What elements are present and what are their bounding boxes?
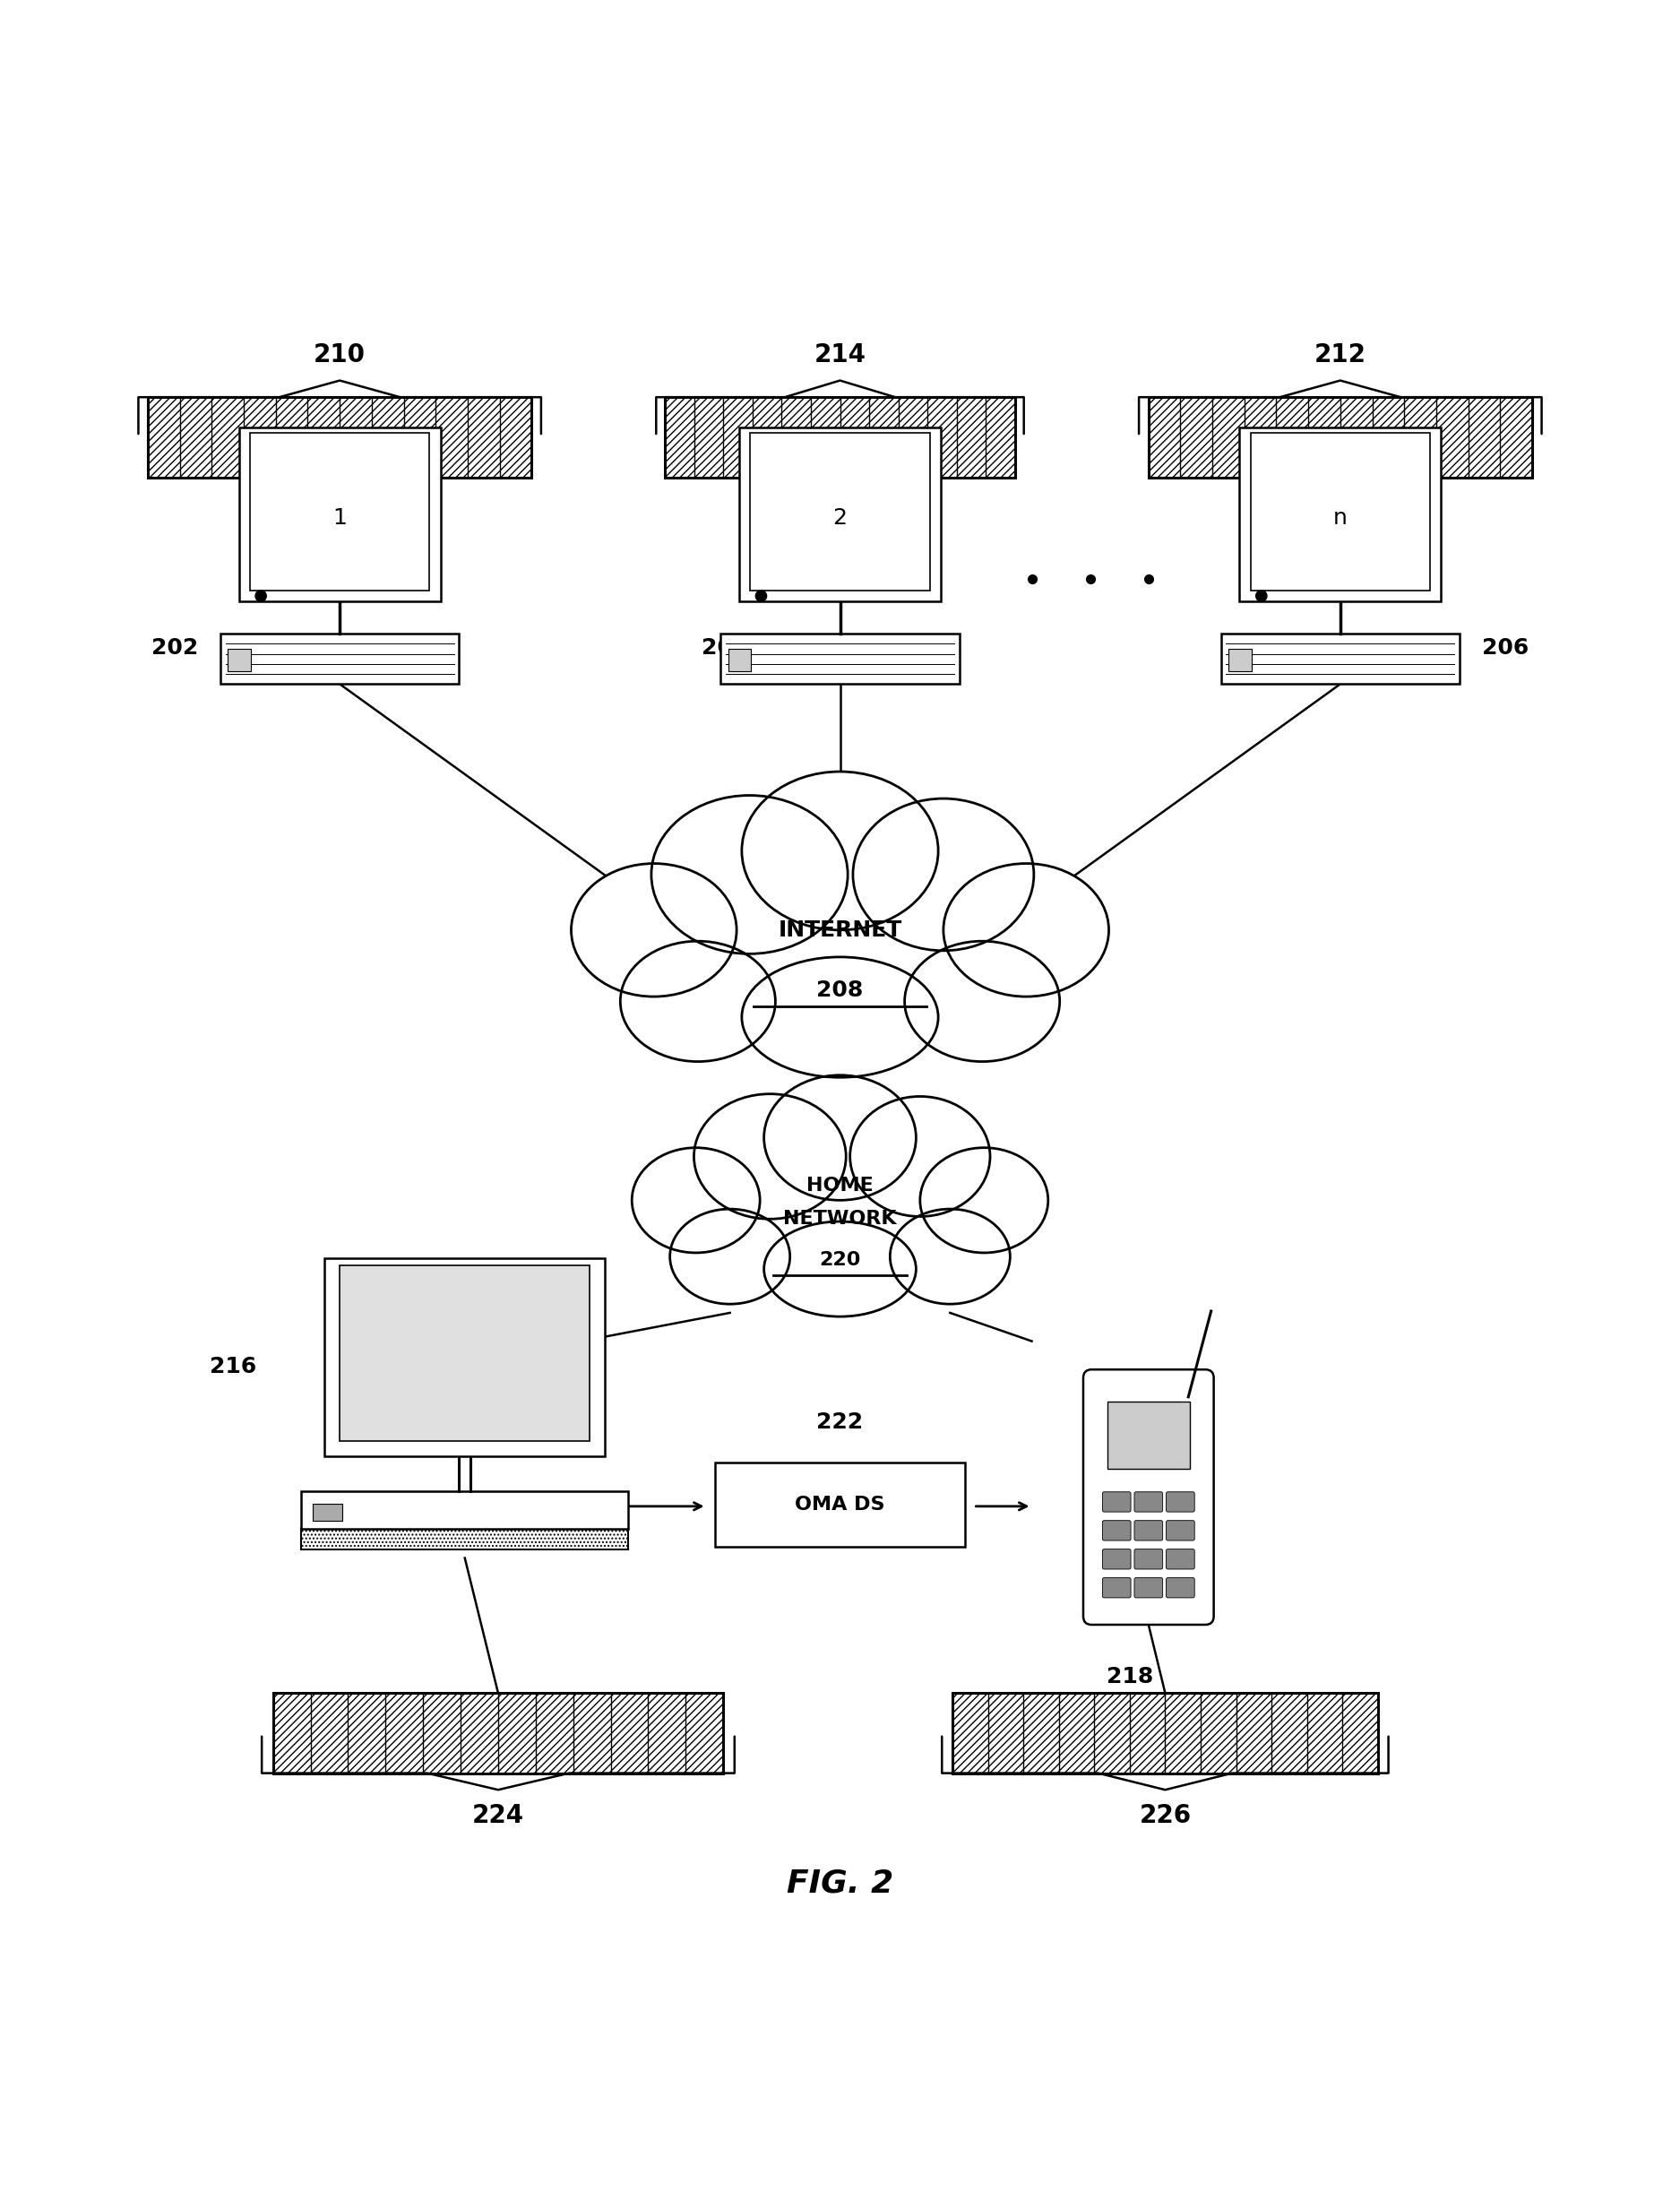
FancyBboxPatch shape [727, 649, 751, 671]
Ellipse shape [764, 1221, 916, 1317]
FancyBboxPatch shape [1149, 397, 1532, 478]
Text: 204: 204 [702, 638, 748, 660]
Ellipse shape [850, 1096, 990, 1217]
Text: n: n [1334, 506, 1347, 528]
FancyBboxPatch shape [339, 1265, 590, 1440]
Text: INTERNET: INTERNET [778, 918, 902, 940]
FancyBboxPatch shape [1134, 1521, 1163, 1541]
FancyBboxPatch shape [1166, 1550, 1194, 1569]
Ellipse shape [571, 864, 736, 997]
FancyBboxPatch shape [1107, 1401, 1189, 1469]
Ellipse shape [743, 958, 937, 1078]
Text: FIG. 2: FIG. 2 [786, 1868, 894, 1898]
Circle shape [756, 590, 766, 601]
FancyBboxPatch shape [274, 1692, 724, 1773]
Text: 206: 206 [1482, 638, 1529, 660]
FancyBboxPatch shape [1250, 432, 1430, 590]
FancyBboxPatch shape [324, 1258, 605, 1455]
Ellipse shape [632, 1149, 759, 1254]
FancyBboxPatch shape [1228, 649, 1252, 671]
FancyBboxPatch shape [1102, 1550, 1131, 1569]
Ellipse shape [670, 1210, 790, 1304]
Text: 214: 214 [815, 342, 865, 366]
FancyBboxPatch shape [1102, 1493, 1131, 1512]
FancyBboxPatch shape [1134, 1493, 1163, 1512]
FancyBboxPatch shape [1166, 1493, 1194, 1512]
Text: 212: 212 [1314, 342, 1366, 366]
Text: 210: 210 [314, 342, 366, 366]
Text: 222: 222 [816, 1412, 864, 1434]
FancyBboxPatch shape [312, 1504, 343, 1521]
FancyBboxPatch shape [665, 397, 1015, 478]
FancyBboxPatch shape [1240, 427, 1441, 601]
Circle shape [1257, 590, 1267, 601]
FancyBboxPatch shape [148, 397, 531, 478]
FancyBboxPatch shape [239, 427, 440, 601]
Text: NETWORK: NETWORK [783, 1210, 897, 1228]
FancyBboxPatch shape [301, 1530, 628, 1550]
FancyBboxPatch shape [739, 427, 941, 601]
FancyBboxPatch shape [721, 633, 959, 684]
Circle shape [255, 590, 267, 601]
Ellipse shape [944, 864, 1109, 997]
Text: 216: 216 [210, 1355, 257, 1377]
FancyBboxPatch shape [749, 432, 931, 590]
Text: HOME: HOME [806, 1177, 874, 1195]
FancyBboxPatch shape [953, 1692, 1378, 1773]
Text: 218: 218 [1107, 1666, 1154, 1688]
Text: 224: 224 [472, 1804, 524, 1828]
FancyBboxPatch shape [1221, 633, 1460, 684]
FancyBboxPatch shape [1134, 1578, 1163, 1598]
Text: 202: 202 [151, 638, 198, 660]
FancyBboxPatch shape [220, 633, 459, 684]
FancyBboxPatch shape [1166, 1578, 1194, 1598]
Text: 2: 2 [833, 506, 847, 528]
Ellipse shape [743, 772, 937, 929]
Text: 1: 1 [333, 506, 346, 528]
FancyBboxPatch shape [228, 649, 250, 671]
Ellipse shape [620, 940, 776, 1061]
Ellipse shape [652, 796, 848, 954]
Text: 226: 226 [1139, 1804, 1191, 1828]
FancyBboxPatch shape [1102, 1578, 1131, 1598]
FancyBboxPatch shape [1134, 1550, 1163, 1569]
FancyBboxPatch shape [1102, 1521, 1131, 1541]
FancyBboxPatch shape [1166, 1521, 1194, 1541]
Ellipse shape [764, 1074, 916, 1201]
FancyBboxPatch shape [1084, 1370, 1213, 1624]
FancyBboxPatch shape [301, 1491, 628, 1530]
Text: 220: 220 [820, 1252, 860, 1269]
FancyBboxPatch shape [716, 1462, 964, 1545]
FancyBboxPatch shape [250, 432, 430, 590]
Text: 208: 208 [816, 980, 864, 1002]
Ellipse shape [921, 1149, 1048, 1254]
Ellipse shape [890, 1210, 1010, 1304]
Text: OMA DS: OMA DS [795, 1495, 885, 1515]
Ellipse shape [853, 798, 1033, 951]
Ellipse shape [904, 940, 1060, 1061]
Ellipse shape [694, 1094, 847, 1219]
